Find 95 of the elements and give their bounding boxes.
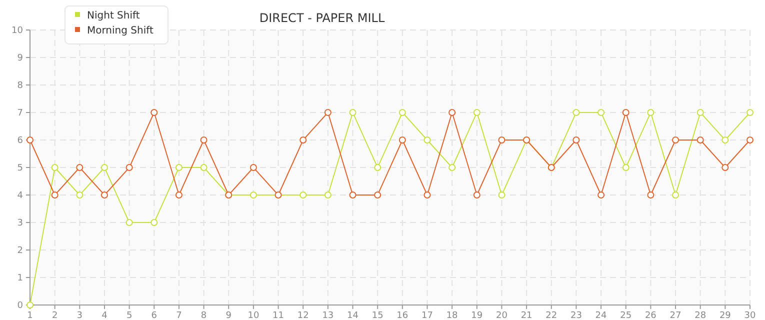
point — [746, 109, 754, 116]
x-tick-label: 2 — [52, 311, 58, 320]
point — [250, 192, 257, 198]
x-tick-label: 30 — [744, 311, 756, 320]
x-tick-label: 25 — [620, 311, 632, 320]
x-tick-label: 23 — [570, 311, 582, 320]
x-tick-label: 15 — [372, 311, 384, 320]
y-tick-label: 3 — [17, 218, 23, 229]
point — [473, 192, 480, 198]
point — [324, 109, 332, 116]
point — [572, 136, 580, 144]
x-tick-label: 29 — [719, 311, 732, 320]
point — [126, 219, 133, 226]
point — [498, 192, 506, 198]
x-tick-label: 1 — [27, 311, 33, 320]
y-tick-label: 6 — [17, 136, 24, 146]
point — [572, 109, 580, 116]
point — [398, 136, 406, 144]
point — [150, 219, 158, 226]
point — [722, 136, 729, 144]
x-tick-label: 3 — [76, 311, 83, 320]
x-tick-label: 18 — [446, 311, 458, 320]
y-tick-label: 7 — [17, 108, 23, 119]
x-tick-label: 14 — [347, 311, 359, 320]
x-tick-label: 17 — [422, 311, 433, 320]
point — [175, 164, 182, 171]
point — [26, 136, 34, 144]
y-tick-label: 2 — [17, 246, 23, 256]
point — [424, 136, 431, 144]
x-tick-label: 8 — [200, 311, 207, 320]
y-tick-label: 10 — [12, 26, 24, 36]
point — [200, 164, 208, 171]
y-tick-label: 1 — [17, 274, 23, 284]
point — [250, 164, 257, 171]
x-tick-label: 20 — [496, 311, 508, 320]
point — [300, 136, 307, 144]
x-tick-label: 27 — [670, 311, 682, 320]
x-tick-label: 7 — [176, 311, 182, 320]
legend-label: Night Shift — [87, 10, 140, 22]
x-tick-label: 11 — [272, 311, 284, 320]
point — [672, 136, 680, 144]
point — [722, 164, 729, 171]
point — [51, 192, 58, 198]
point — [448, 164, 456, 171]
x-tick-label: 26 — [644, 311, 657, 320]
point — [622, 164, 630, 171]
x-tick-label: 21 — [520, 311, 532, 320]
x-tick-label: 22 — [546, 311, 558, 320]
point — [76, 164, 84, 171]
point — [349, 109, 356, 116]
y-tick-label: 9 — [17, 54, 24, 64]
point — [324, 192, 332, 198]
point — [647, 109, 654, 116]
point — [300, 192, 307, 198]
point — [647, 192, 654, 198]
x-tick-label: 5 — [126, 311, 132, 320]
point — [696, 136, 704, 144]
point — [100, 192, 108, 198]
point — [76, 192, 84, 198]
point — [473, 109, 480, 116]
point — [598, 109, 605, 116]
x-tick-label: 10 — [248, 311, 260, 320]
y-tick-label: 4 — [17, 191, 24, 202]
x-tick-label: 13 — [322, 311, 334, 320]
point — [374, 192, 382, 198]
point — [424, 192, 431, 198]
point — [374, 164, 382, 171]
point — [598, 192, 605, 198]
x-tick-label: 24 — [595, 311, 608, 320]
point — [51, 164, 58, 171]
point — [746, 136, 754, 144]
point — [398, 109, 406, 116]
x-tick-label: 19 — [471, 311, 483, 320]
point — [622, 109, 630, 116]
x-tick-label: 12 — [297, 311, 309, 320]
chart-title: DIRECT - PAPER MILL — [259, 11, 385, 25]
point — [448, 109, 456, 116]
point — [150, 109, 158, 116]
x-tick-label: 9 — [226, 311, 232, 320]
x-tick-label: 4 — [102, 311, 108, 320]
point — [175, 192, 182, 198]
point — [696, 109, 704, 116]
y-tick-label: 8 — [17, 81, 24, 92]
point — [672, 192, 680, 198]
y-tick-label: 0 — [17, 301, 24, 312]
x-tick-label: 6 — [151, 311, 158, 320]
legend-label: Morning Shift — [87, 26, 154, 36]
x-tick-label: 16 — [396, 311, 408, 320]
point — [349, 192, 356, 198]
point — [126, 164, 133, 171]
x-tick-label: 28 — [694, 311, 706, 320]
point — [200, 136, 208, 144]
point — [100, 164, 108, 171]
point — [498, 136, 506, 144]
y-tick-label: 5 — [17, 164, 23, 174]
